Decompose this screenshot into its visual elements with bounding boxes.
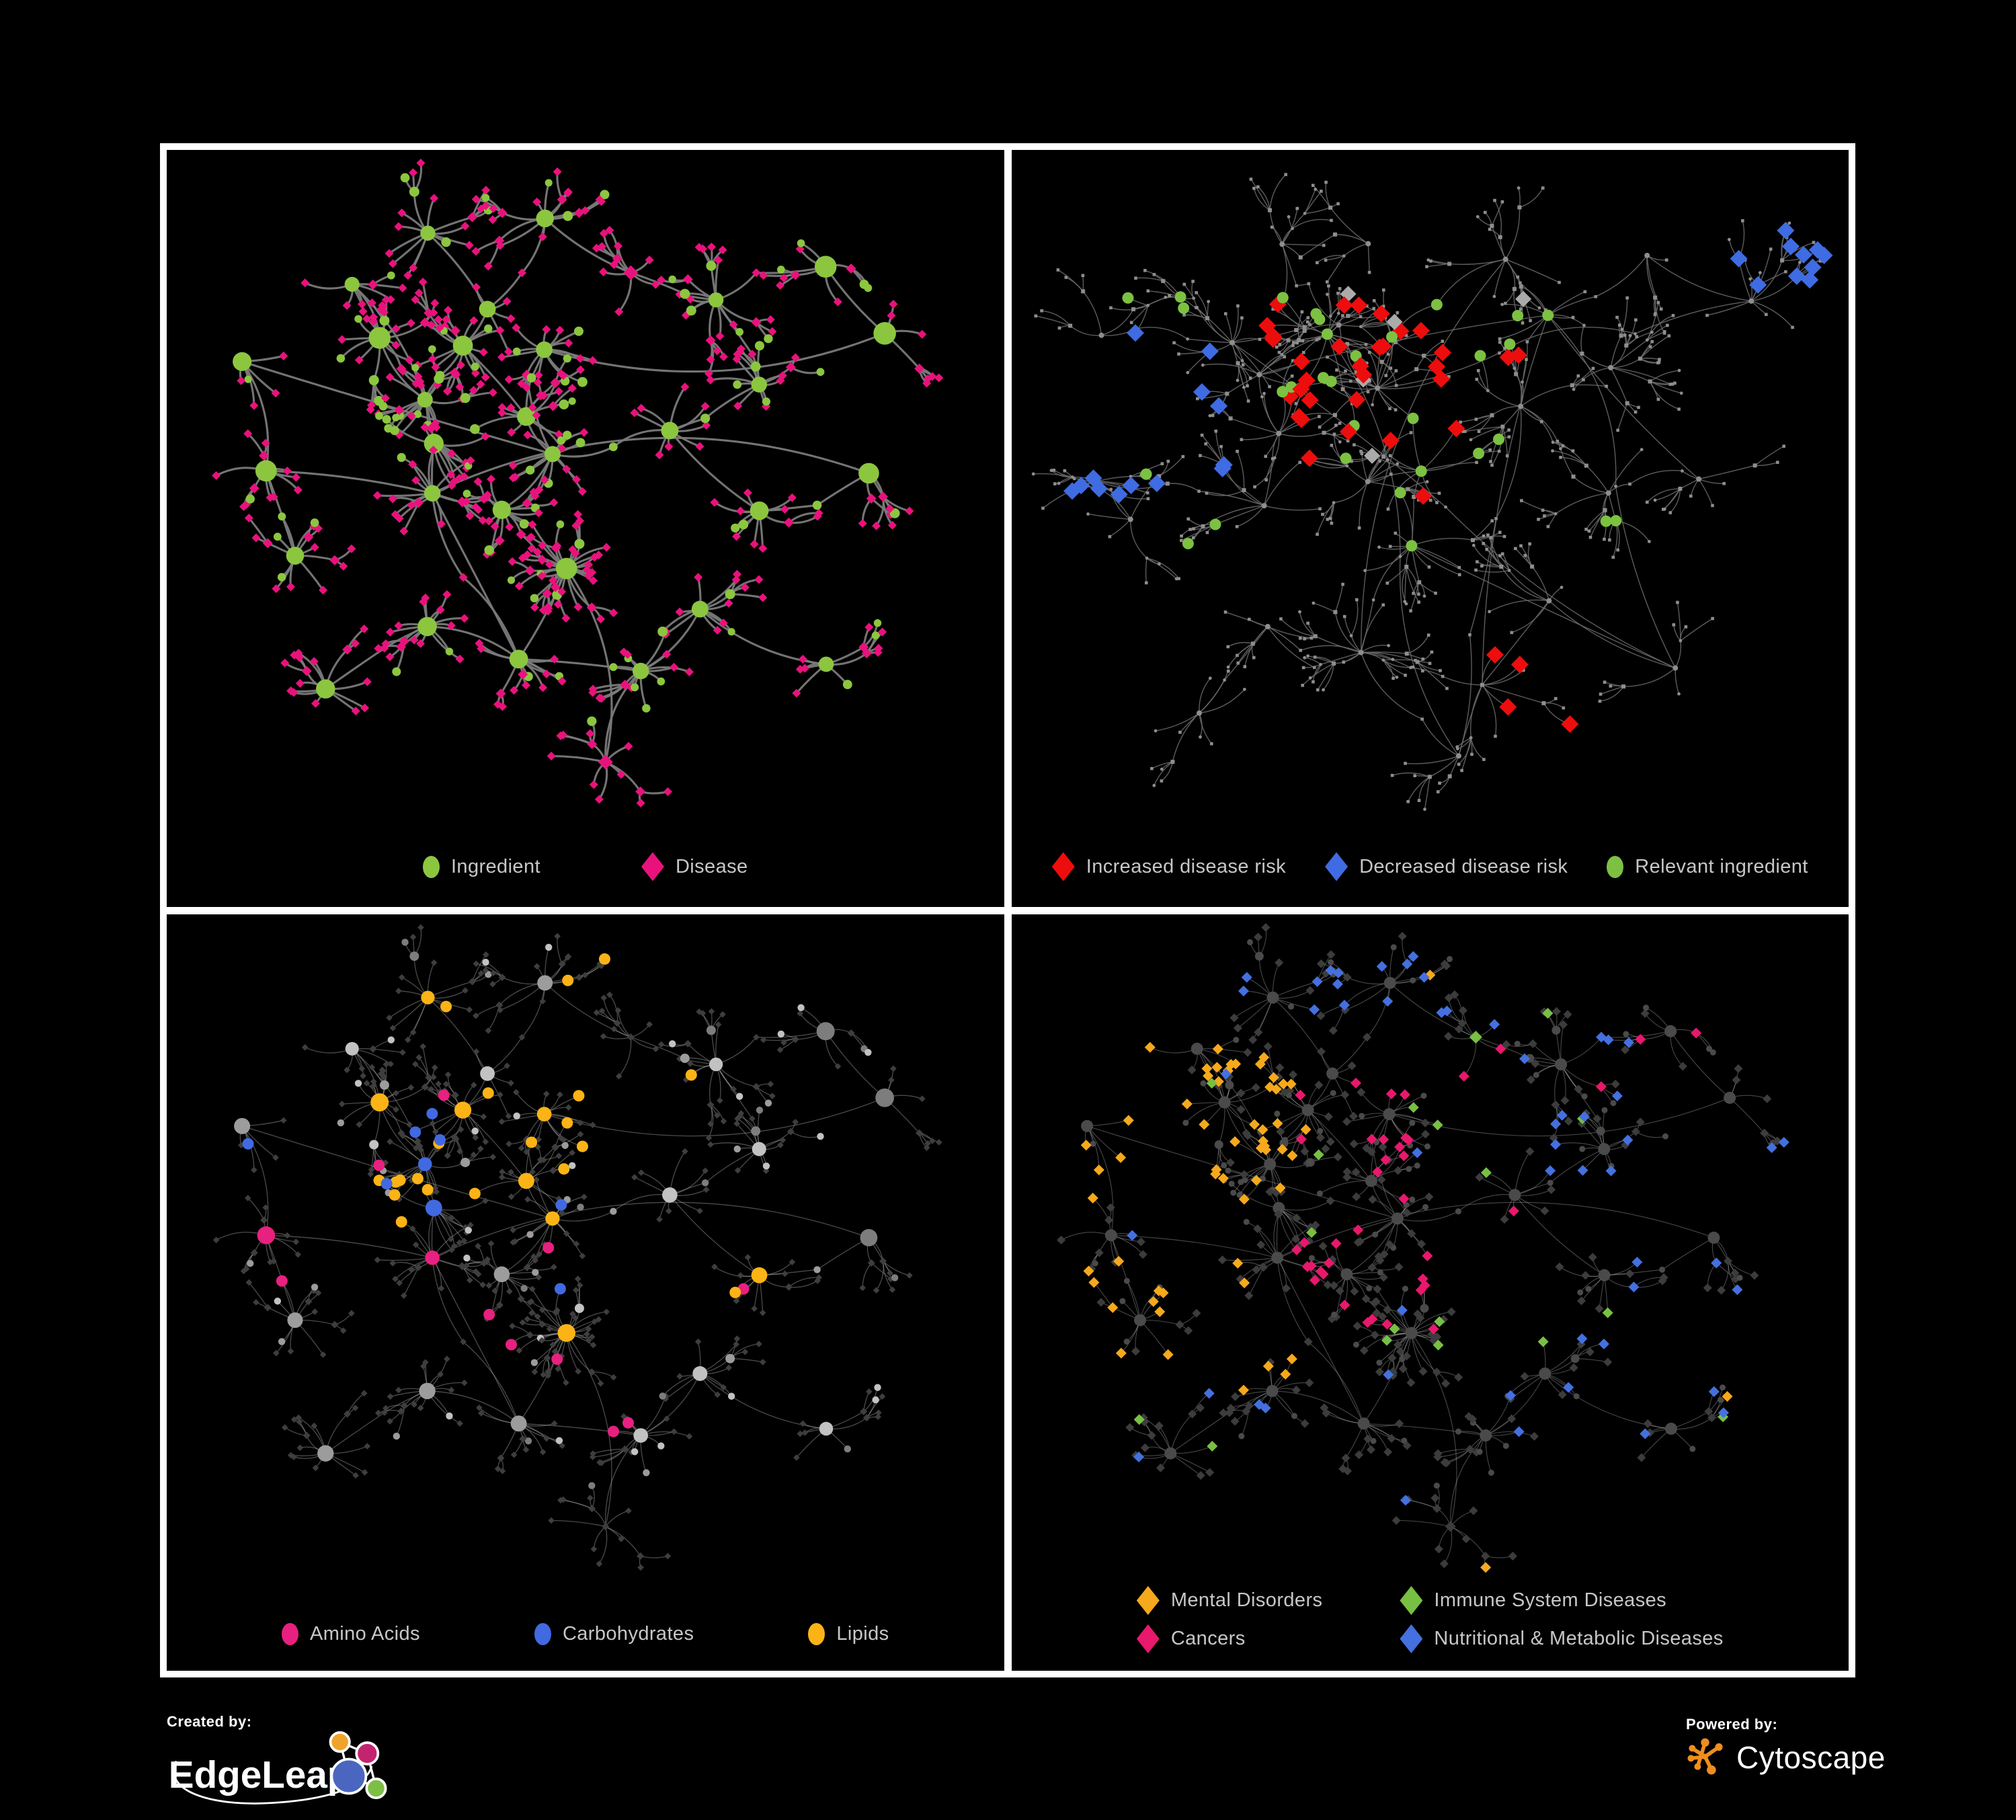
- cytoscape-lockup: Cytoscape: [1686, 1737, 1886, 1778]
- legend-item-relevant-ingredient: Relevant ingredient: [1607, 855, 1808, 878]
- legend-label: Relevant ingredient: [1635, 855, 1808, 877]
- legend-label: Amino Acids: [309, 1623, 420, 1645]
- created-by-label: Created by:: [167, 1713, 252, 1730]
- legend-label: Nutritional & Metabolic Diseases: [1434, 1628, 1724, 1649]
- legend-label: Mental Disorders: [1170, 1589, 1323, 1611]
- legend-disease-risk: Increased disease risk Decreased disease…: [1012, 852, 1849, 881]
- created-by-block: Created by: EdgeLeap: [167, 1713, 393, 1810]
- legend-label: Carbohydrates: [562, 1623, 694, 1645]
- network-graph-chemical-classes: [212, 924, 942, 1571]
- legend-item-carbohydrates: Carbohydrates: [534, 1623, 694, 1645]
- panel-disease-categories: Mental Disorders Cancers Immune System D…: [1011, 914, 1849, 1671]
- legend-label: Increased disease risk: [1086, 855, 1287, 877]
- panel-disease-risk: Increased disease risk Decreased disease…: [1011, 150, 1849, 907]
- legend-item-nutritional-metabolic-diseases: Nutritional & Metabolic Diseases: [1400, 1624, 1723, 1653]
- legend-item-disease: Disease: [641, 852, 748, 881]
- legend-label: Disease: [675, 855, 748, 877]
- panel-grid: Ingredient Disease Increased disease ris…: [160, 143, 1855, 1677]
- lipids-node-icon: [808, 1623, 825, 1645]
- legend-chemical-classes: Amino Acids Carbohydrates Lipids: [167, 1623, 1004, 1645]
- legend-item-cancers: Cancers: [1136, 1624, 1323, 1653]
- mental-disorders-node-icon: [1136, 1586, 1160, 1615]
- panel-ingredient-disease: Ingredient Disease: [167, 150, 1004, 907]
- disease-node-icon: [641, 852, 664, 881]
- relevant-ingredient-node-icon: [1607, 855, 1624, 878]
- powered-by-block: Powered by:: [1686, 1716, 1886, 1778]
- legend-item-decreased-risk: Decreased disease risk: [1325, 852, 1568, 881]
- panel-ingredient-chemical-classes: Amino Acids Carbohydrates Lipids: [167, 914, 1004, 1671]
- legend-item-amino-acids: Amino Acids: [281, 1623, 420, 1645]
- legend-item-increased-risk: Increased disease risk: [1051, 852, 1287, 881]
- powered-by-label: Powered by:: [1686, 1716, 1778, 1733]
- carbohydrates-node-icon: [534, 1623, 551, 1645]
- powered-by-name: Cytoscape: [1736, 1740, 1886, 1775]
- decreased-risk-node-icon: [1325, 852, 1348, 881]
- immune-system-diseases-node-icon: [1400, 1586, 1423, 1615]
- legend-item-ingredient: Ingredient: [422, 855, 540, 878]
- legend-label: Lipids: [836, 1623, 889, 1645]
- legend-label: Decreased disease risk: [1359, 855, 1568, 877]
- legend-item-mental-disorders: Mental Disorders: [1136, 1586, 1323, 1615]
- edgeleap-wordmark: EdgeLeap: [169, 1754, 351, 1796]
- increased-risk-node-icon: [1051, 852, 1075, 881]
- ingredient-node-icon: [422, 855, 440, 878]
- legend-disease-categories: Mental Disorders Cancers Immune System D…: [1012, 1586, 1849, 1653]
- legend-ingredient-disease: Ingredient Disease: [167, 852, 1004, 881]
- amino-acids-node-icon: [281, 1623, 298, 1645]
- edgeleap-logo: EdgeLeap: [169, 1731, 387, 1805]
- legend-label: Cancers: [1170, 1628, 1246, 1649]
- legend-label: Ingredient: [450, 855, 540, 877]
- nutritional-metabolic-diseases-node-icon: [1400, 1624, 1423, 1653]
- network-graph-disease-risk: [1031, 173, 1832, 812]
- edgeleap-graph-nodes: [329, 1731, 387, 1799]
- legend-item-immune-system-diseases: Immune System Diseases: [1400, 1586, 1723, 1615]
- cytoscape-logo-icon: [1687, 1738, 1723, 1775]
- cancers-node-icon: [1136, 1624, 1160, 1653]
- network-graph-disease-categories: [1056, 922, 1789, 1573]
- legend-item-lipids: Lipids: [808, 1623, 889, 1645]
- legend-label: Immune System Diseases: [1434, 1589, 1667, 1611]
- network-graph-ingredient-disease: [212, 159, 944, 807]
